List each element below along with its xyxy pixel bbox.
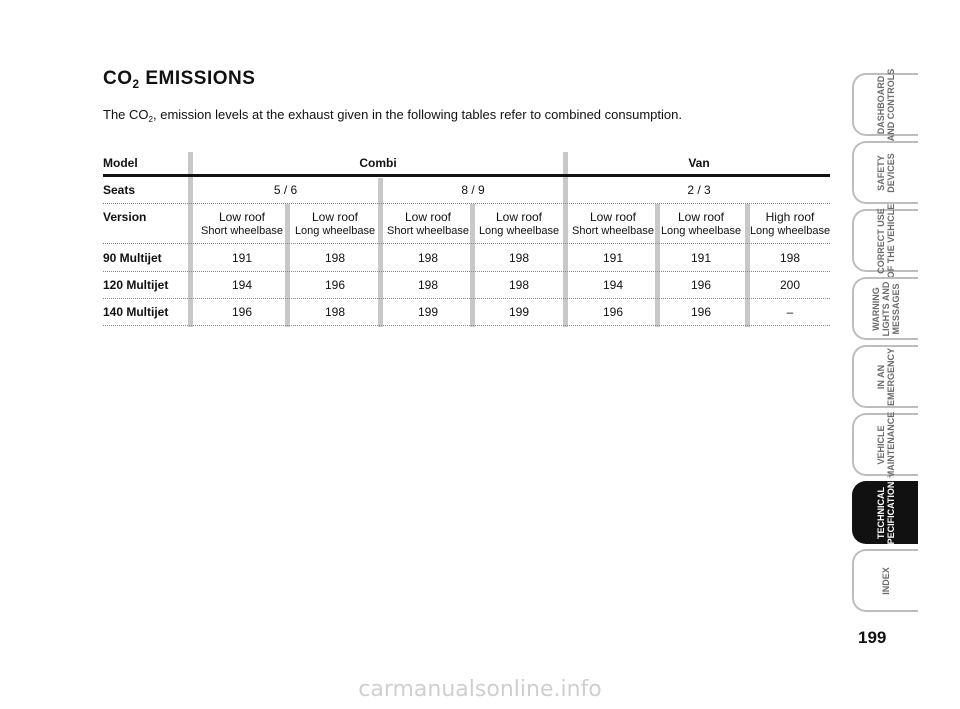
- seats-label: Seats: [103, 183, 136, 197]
- chapter-tab-label: VEHICLE MAINTENANCE: [876, 411, 896, 478]
- chapter-tab[interactable]: VEHICLE MAINTENANCE: [852, 411, 918, 478]
- emission-value: 198: [508, 278, 530, 292]
- emission-value: 198: [417, 278, 439, 292]
- column-separator: [563, 152, 568, 327]
- emission-value: –: [786, 305, 794, 319]
- version-cell: Low roof Long wheelbase: [655, 210, 747, 237]
- group-van: Van: [688, 156, 710, 170]
- emission-value: 196: [231, 305, 253, 319]
- emission-value: 196: [324, 278, 346, 292]
- emission-value: 194: [602, 278, 624, 292]
- emission-value: 196: [690, 278, 712, 292]
- emission-value: 194: [231, 278, 253, 292]
- emission-value: 196: [690, 305, 712, 319]
- row-divider: [103, 325, 830, 326]
- page-number: 199: [858, 628, 887, 647]
- version-cell: Low roof Short wheelbase: [382, 210, 474, 237]
- emission-value: 191: [231, 251, 253, 265]
- row-divider: [103, 203, 830, 204]
- chapter-tab[interactable]: TECHNICAL SPECIFICATIONS: [852, 475, 918, 550]
- intro-suffix: , emission levels at the exhaust given i…: [153, 107, 682, 122]
- version-cell: Low roof Short wheelbase: [196, 210, 288, 237]
- emission-value: 196: [602, 305, 624, 319]
- chapter-tab[interactable]: DASHBOARD AND CONTROLS: [852, 68, 918, 141]
- version-wheelbase: Long wheelbase: [660, 225, 742, 237]
- chapter-tab[interactable]: SAFETY DEVICES: [852, 141, 918, 204]
- chapter-tab[interactable]: INDEX: [852, 549, 918, 612]
- version-cell: Low roof Long wheelbase: [289, 210, 381, 237]
- heading-suffix: EMISSIONS: [139, 68, 256, 89]
- chapter-tab-label: TECHNICAL SPECIFICATIONS: [876, 475, 896, 550]
- version-cell: High roof Long wheelbase: [744, 210, 836, 237]
- emission-value: 191: [690, 251, 712, 265]
- chapter-tab-label: CORRECT USE OF THE VEHICLE: [876, 203, 896, 278]
- version-roof: Low roof: [589, 210, 637, 224]
- chapter-tab-label: DASHBOARD AND CONTROLS: [876, 68, 896, 141]
- column-separator: [655, 204, 660, 327]
- chapter-tab-label: WARNING LIGHTS AND MESSAGES: [871, 281, 901, 336]
- row-divider: [103, 271, 830, 272]
- model-label: Model: [103, 156, 138, 170]
- emission-value: 191: [602, 251, 624, 265]
- version-roof: Low roof: [218, 210, 266, 224]
- seats-value: 8 / 9: [461, 183, 485, 197]
- watermark: carmanualsonline.info: [358, 677, 602, 702]
- version-wheelbase: Long wheelbase: [294, 225, 376, 237]
- seats-value: 2 / 3: [687, 183, 711, 197]
- version-roof: Low roof: [677, 210, 725, 224]
- version-cell: Low roof Long wheelbase: [473, 210, 565, 237]
- row-divider: [103, 298, 830, 299]
- version-roof: Low roof: [311, 210, 359, 224]
- version-wheelbase: Short wheelbase: [387, 225, 469, 237]
- chapter-tab-label: INDEX: [881, 566, 891, 595]
- column-separator: [285, 204, 290, 327]
- engine-label: 90 Multijet: [103, 251, 162, 265]
- column-separator: [378, 178, 383, 327]
- emission-value: 198: [417, 251, 439, 265]
- group-combi: Combi: [359, 156, 397, 170]
- version-roof: Low roof: [495, 210, 543, 224]
- intro-text: The CO2, emission levels at the exhaust …: [103, 107, 682, 124]
- chapter-tab[interactable]: CORRECT USE OF THE VEHICLE: [852, 203, 918, 278]
- section-heading: CO2 EMISSIONS: [103, 68, 255, 90]
- header-rule: [103, 174, 830, 177]
- intro-subscript: 2: [148, 114, 153, 124]
- column-separator: [188, 152, 193, 327]
- version-wheelbase: Short wheelbase: [201, 225, 283, 237]
- chapter-tabs: DASHBOARD AND CONTROLS SAFETY DEVICES CORR…: [852, 0, 960, 709]
- intro-prefix: The CO: [103, 107, 149, 122]
- chapter-tab[interactable]: IN AN EMERGENCY: [852, 345, 918, 408]
- chapter-tab-label: IN AN EMERGENCY: [876, 347, 896, 406]
- row-divider: [103, 243, 830, 244]
- version-label: Version: [103, 210, 147, 224]
- seats-value: 5 / 6: [273, 183, 298, 197]
- emission-value: 198: [324, 305, 346, 319]
- engine-label: 140 Multijet: [103, 305, 169, 319]
- emission-value: 198: [779, 251, 801, 265]
- version-wheelbase: Long wheelbase: [749, 225, 831, 237]
- column-separator: [470, 204, 475, 327]
- chapter-tab-label: SAFETY DEVICES: [876, 152, 896, 193]
- version-roof: Low roof: [404, 210, 452, 224]
- emission-value: 198: [324, 251, 346, 265]
- version-roof: High roof: [765, 210, 815, 224]
- column-separator: [745, 204, 750, 327]
- emission-value: 198: [508, 251, 530, 265]
- emission-value: 199: [508, 305, 530, 319]
- version-wheelbase: Short wheelbase: [572, 225, 654, 237]
- emission-value: 199: [417, 305, 439, 319]
- emission-value: 200: [779, 278, 801, 292]
- version-wheelbase: Long wheelbase: [478, 225, 560, 237]
- version-cell: Low roof Short wheelbase: [567, 210, 659, 237]
- heading-prefix: CO: [103, 68, 133, 89]
- chapter-tab[interactable]: WARNING LIGHTS AND MESSAGES: [852, 277, 918, 340]
- heading-subscript: 2: [132, 78, 140, 92]
- engine-label: 120 Multijet: [103, 278, 169, 292]
